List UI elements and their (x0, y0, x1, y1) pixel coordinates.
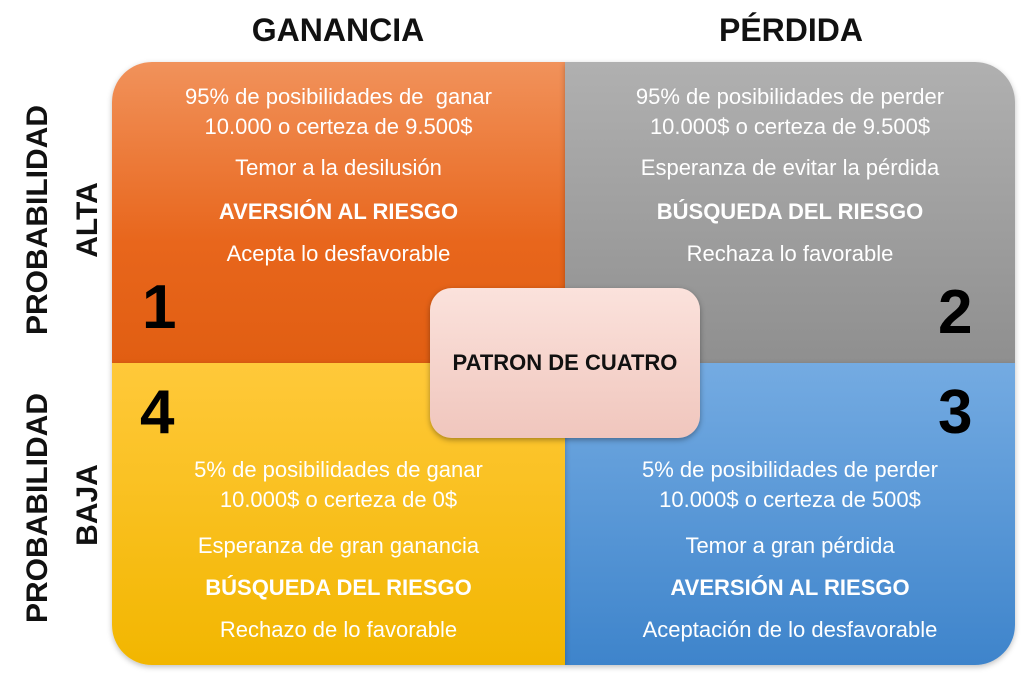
emotion: Temor a gran pérdida (685, 533, 895, 558)
quadrant-number: 1 (142, 273, 177, 342)
description: 10.000 o certeza de 9.500$ (204, 114, 473, 139)
description: 5% de posibilidades de ganar (194, 457, 483, 482)
row-label: PROBABILIDAD (21, 393, 54, 623)
behavior: Aceptación de lo desfavorable (642, 617, 938, 642)
description: 10.000$ o certeza de 0$ (219, 487, 458, 512)
quadrant: 95% de posibilidades de ganar 10.000 o ce… (112, 62, 565, 363)
quadrant-number: 3 (938, 378, 973, 447)
emotion: Esperanza de gran ganancia (197, 533, 480, 558)
description: 95% de posibilidades de ganar (184, 84, 492, 109)
attitude: BÚSQUEDA DEL RIESGO (205, 575, 472, 600)
quadrant: 95% de posibilidades de perder 10.000$ o … (565, 62, 1015, 363)
quadrant-number: 2 (938, 278, 973, 347)
behavior: Rechazo de lo favorable (219, 617, 458, 642)
column-header: PÉRDIDA (718, 12, 863, 48)
center-box: PATRON DE CUATRO (430, 288, 700, 438)
description: 10.000$ o certeza de 500$ (659, 487, 921, 512)
quadrant-number: 4 (140, 378, 175, 447)
row-level: BAJA (71, 464, 104, 546)
attitude: BÚSQUEDA DEL RIESGO (656, 199, 924, 224)
behavior: Acepta lo desfavorable (226, 241, 451, 266)
column-header: GANANCIA (251, 12, 425, 48)
description: 95% de posibilidades de perder (635, 84, 945, 109)
description: 5% de posibilidades de perder (642, 457, 938, 482)
attitude: AVERSIÓN AL RIESGO (670, 575, 910, 600)
emotion: Temor a la desilusión (235, 155, 442, 180)
behavior: Rechaza lo favorable (686, 241, 894, 266)
description: 10.000$ o certeza de 9.500$ (649, 114, 931, 139)
row-level: ALTA (71, 182, 104, 258)
row-label: PROBABILIDAD (21, 105, 54, 335)
emotion: Esperanza de evitar la pérdida (640, 155, 940, 180)
attitude: AVERSIÓN AL RIESGO (218, 199, 459, 224)
